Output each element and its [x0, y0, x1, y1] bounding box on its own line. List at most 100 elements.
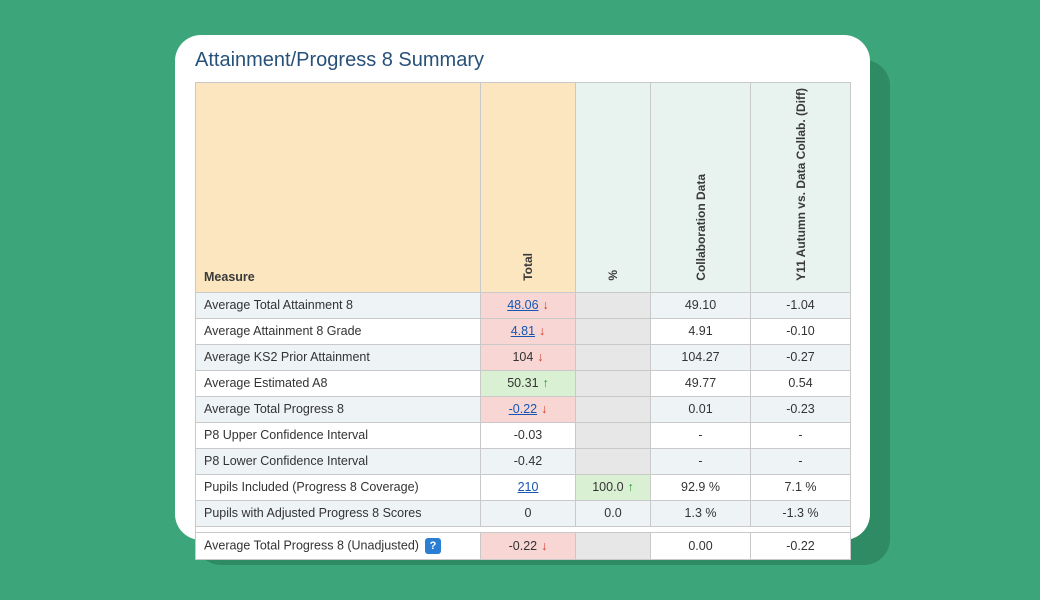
arrow-down-icon: ↓	[541, 402, 547, 416]
cell-collab: -	[651, 448, 751, 474]
cell-diff: -0.22	[751, 532, 851, 559]
table-row: P8 Lower Confidence Interval -0.42 - -	[196, 448, 851, 474]
value-text: -0.03	[514, 428, 543, 442]
value-link[interactable]: 48.06	[507, 298, 538, 312]
cell-percent	[576, 344, 651, 370]
value-text: -0.42	[514, 454, 543, 468]
cell-diff: -	[751, 422, 851, 448]
value-text: 7.1 %	[785, 480, 817, 494]
table-row: P8 Upper Confidence Interval -0.03 --	[196, 422, 851, 448]
arrow-down-icon: ↓	[539, 324, 545, 338]
cell-measure: P8 Lower Confidence Interval	[196, 448, 481, 474]
col-header-collab: Collaboration Data	[651, 83, 751, 293]
cell-diff: 7.1 %	[751, 474, 851, 500]
summary-card: Attainment/Progress 8 Summary Measure To…	[175, 35, 870, 540]
table-row: Average Total Progress 8 -0.22↓ 0.01 -0.23	[196, 396, 851, 422]
table-row: Pupils Included (Progress 8 Coverage) 210…	[196, 474, 851, 500]
value-text: 0	[525, 506, 532, 520]
col-header-diff: Y11 Autumn vs. Data Collab. (Diff)	[751, 83, 851, 293]
value-text: 104	[512, 350, 533, 364]
arrow-down-icon: ↓	[541, 539, 547, 553]
measure-label: Pupils Included (Progress 8 Coverage)	[204, 480, 419, 494]
measure-label: Average Total Progress 8 (Unadjusted)	[204, 538, 419, 552]
cell-collab: 49.10	[651, 292, 751, 318]
col-header-total-label: Total	[521, 253, 535, 281]
cell-percent	[576, 422, 651, 448]
value-text: -0.10	[786, 324, 815, 338]
col-header-measure: Measure	[196, 83, 481, 293]
cell-percent	[576, 292, 651, 318]
col-header-collab-label: Collaboration Data	[694, 174, 708, 281]
cell-collab: -	[651, 422, 751, 448]
value-text: 49.10	[685, 298, 716, 312]
value-text: 92.9 %	[681, 480, 720, 494]
arrow-up-icon: ↑	[543, 376, 549, 390]
cell-total: -0.03	[481, 422, 576, 448]
cell-measure: Average KS2 Prior Attainment	[196, 344, 481, 370]
col-header-measure-label: Measure	[204, 270, 255, 284]
value-text: 104.27	[681, 350, 719, 364]
cell-measure: Average Total Progress 8 (Unadjusted)?	[196, 532, 481, 559]
value-text: -1.04	[786, 298, 815, 312]
table-row: Average Estimated A850.31↑49.770.54	[196, 370, 851, 396]
cell-measure: Average Total Progress 8	[196, 396, 481, 422]
measure-label: Average KS2 Prior Attainment	[204, 350, 370, 364]
cell-diff: -0.10	[751, 318, 851, 344]
cell-total: 50.31↑	[481, 370, 576, 396]
cell-diff: -0.27	[751, 344, 851, 370]
cell-total: 4.81 ↓	[481, 318, 576, 344]
cell-percent	[576, 448, 651, 474]
cell-diff: -1.04	[751, 292, 851, 318]
measure-label: P8 Lower Confidence Interval	[204, 454, 368, 468]
cell-diff: -	[751, 448, 851, 474]
value-text: -0.23	[786, 402, 815, 416]
col-header-percent-label: %	[606, 270, 620, 281]
table-row: Pupils with Adjusted Progress 8 Scores00…	[196, 500, 851, 526]
page-title: Attainment/Progress 8 Summary	[195, 49, 850, 72]
table-row: Average Attainment 8 Grade4.81↓4.91-0.10	[196, 318, 851, 344]
cell-percent: 100.0↑	[576, 474, 651, 500]
cell-diff: -0.23	[751, 396, 851, 422]
cell-collab: 104.27	[651, 344, 751, 370]
cell-total: 0	[481, 500, 576, 526]
cell-collab: 0.01	[651, 396, 751, 422]
cell-percent	[576, 370, 651, 396]
value-text: 49.77	[685, 376, 716, 390]
value-link[interactable]: 4.81	[511, 324, 535, 338]
value-text: -	[798, 454, 802, 468]
table-header-row: Measure Total % Collaboration Data Y11 A…	[196, 83, 851, 293]
value-link[interactable]: 210	[518, 480, 539, 494]
col-header-percent: %	[576, 83, 651, 293]
arrow-down-icon: ↓	[537, 350, 543, 364]
cell-percent	[576, 318, 651, 344]
cell-measure: Average Total Attainment 8	[196, 292, 481, 318]
value-text: -	[698, 454, 702, 468]
value-text: -1.3 %	[782, 506, 818, 520]
cell-measure: P8 Upper Confidence Interval	[196, 422, 481, 448]
cell-collab: 92.9 %	[651, 474, 751, 500]
measure-label: Average Total Attainment 8	[204, 298, 353, 312]
cell-measure: Pupils Included (Progress 8 Coverage)	[196, 474, 481, 500]
value-text: 1.3 %	[685, 506, 717, 520]
cell-total: -0.22↓	[481, 532, 576, 559]
cell-total: 104 ↓	[481, 344, 576, 370]
value-text: -0.27	[786, 350, 815, 364]
measure-label: Average Total Progress 8	[204, 402, 344, 416]
value-link[interactable]: -0.22	[509, 402, 538, 416]
value-text: 0.01	[688, 402, 712, 416]
cell-measure: Average Attainment 8 Grade	[196, 318, 481, 344]
arrow-up-icon: ↑	[628, 480, 634, 494]
cell-measure: Pupils with Adjusted Progress 8 Scores	[196, 500, 481, 526]
col-header-total: Total	[481, 83, 576, 293]
measure-label: Average Estimated A8	[204, 376, 327, 390]
measure-label: Pupils with Adjusted Progress 8 Scores	[204, 506, 421, 520]
table-row: Average Total Progress 8 (Unadjusted)?-0…	[196, 532, 851, 559]
help-icon[interactable]: ?	[425, 538, 441, 554]
cell-collab: 0.00	[651, 532, 751, 559]
measure-label: Average Attainment 8 Grade	[204, 324, 362, 338]
measure-label: P8 Upper Confidence Interval	[204, 428, 368, 442]
cell-total: 48.06↓	[481, 292, 576, 318]
col-header-diff-label: Y11 Autumn vs. Data Collab. (Diff)	[794, 88, 808, 281]
value-text: -0.22	[509, 539, 538, 553]
table-row: Average Total Attainment 8 48.06↓ 49.10 -1.…	[196, 292, 851, 318]
